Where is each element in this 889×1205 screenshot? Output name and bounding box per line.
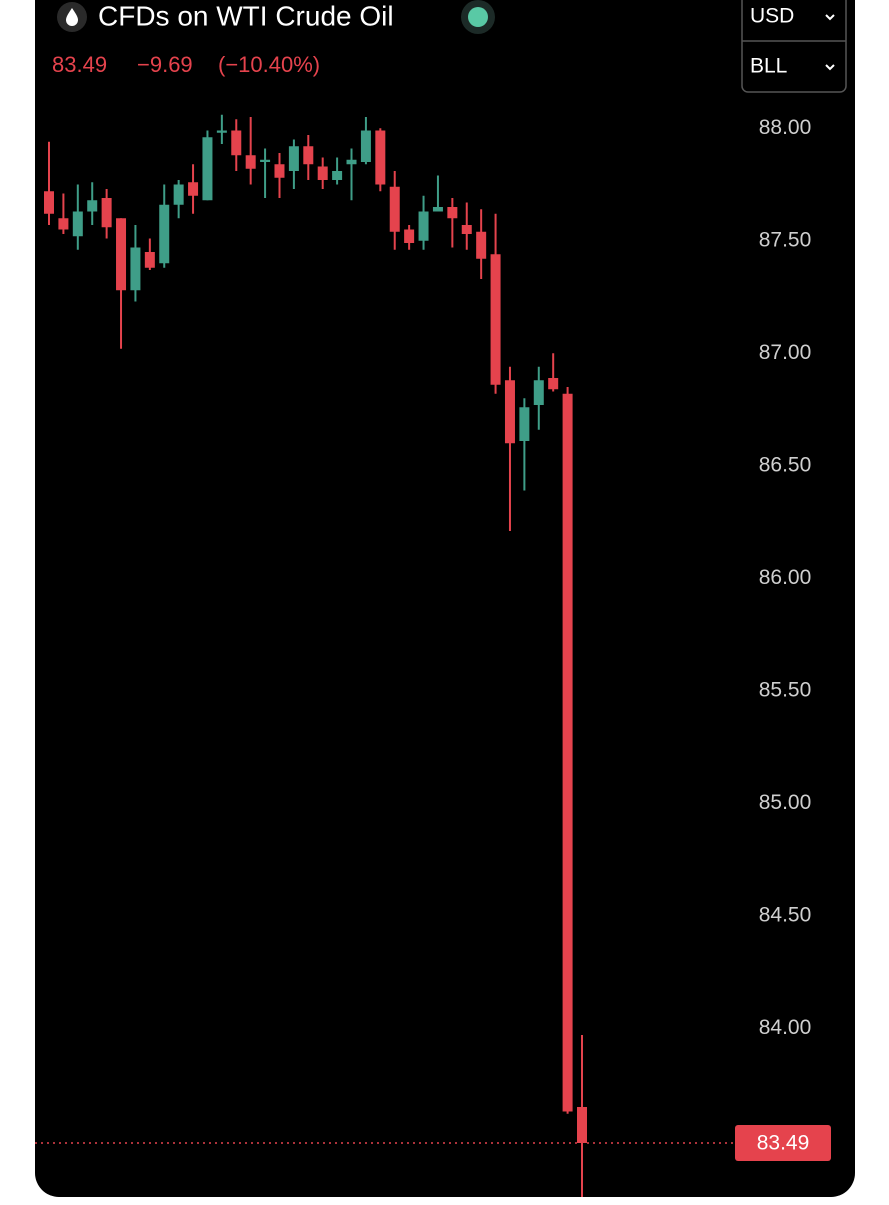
candle-body [303,146,314,165]
unit-selector[interactable]: BLL [750,55,787,78]
candle-body [404,229,415,243]
unit-chevron[interactable] [825,64,835,71]
chart-title: CFDs on WTI Crude Oil [98,0,394,31]
price-change: −9.69 [137,52,193,77]
y-tick-label: 85.00 [759,791,812,814]
candle-body [202,137,213,201]
y-tick-label: 84.50 [759,903,812,926]
candle-body [447,207,458,219]
quote-line: 83.49 −9.69 (−10.40%) [52,52,320,77]
candle-body [562,393,573,1112]
y-tick-label: 88.00 [759,116,812,139]
candle-body [548,378,559,390]
candle-body [159,204,170,264]
currency-chevron[interactable] [825,14,835,21]
y-tick-label: 87.50 [759,228,812,251]
candle-body [87,200,98,212]
y-tick-label: 87.00 [759,341,812,364]
candle-body [577,1107,587,1143]
candle-body [130,247,141,291]
candle-body [173,184,184,205]
candle-body [461,225,472,234]
candle-body [389,186,400,232]
candle-body [245,155,256,169]
y-tick-label: 86.50 [759,453,812,476]
candle-body [231,130,242,156]
candle-body [116,218,127,291]
last-price: 83.49 [52,52,107,77]
candle-body [188,182,199,196]
candle-body [216,130,227,133]
y-tick-label: 84.00 [759,1016,812,1039]
candle-body [432,207,443,212]
market-status-dot [468,7,488,27]
candle-body [360,130,371,162]
y-tick-label: 86.00 [759,566,812,589]
last-price-badge [735,1125,831,1161]
candle-body [504,380,515,444]
candle-body [490,254,501,385]
candle-body [274,164,285,178]
y-tick-label: 85.50 [759,678,812,701]
candle-body [346,159,357,165]
candle-body [288,146,299,171]
price-change-percent: (−10.40%) [218,52,320,77]
chart-panel [35,0,855,1197]
candle-body [144,252,155,268]
candle-body [519,407,530,441]
last-price-label: 83.49 [757,1132,810,1155]
oil-drop-icon [66,8,78,26]
candle-body [332,171,343,180]
candle-body [58,218,69,230]
candle-body [44,191,54,214]
candle-body [476,231,487,259]
candle-body [101,198,112,228]
candle-body [317,166,328,180]
candle-body [418,211,429,241]
candle-body [375,130,386,185]
candle-body [533,380,544,405]
currency-selector[interactable]: USD [750,5,794,28]
candle-body [72,211,83,237]
plot-area [35,114,735,1197]
candle-body [260,159,271,162]
